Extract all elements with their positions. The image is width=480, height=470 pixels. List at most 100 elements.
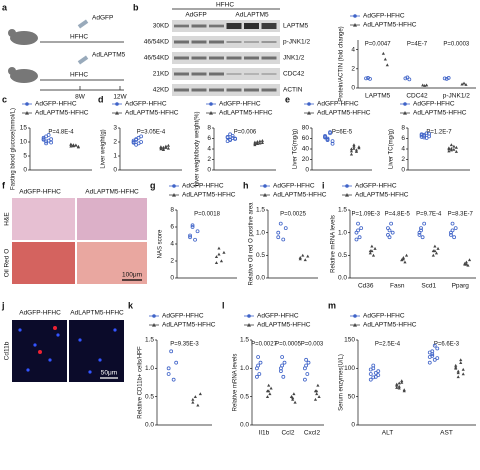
data-point [464, 83, 468, 86]
diet-label: HFHC [70, 72, 88, 79]
y-tick-label: 1.5 [240, 337, 249, 344]
data-point [459, 361, 463, 364]
data-point [328, 130, 332, 135]
data-point [306, 254, 310, 258]
data-point [292, 392, 296, 396]
x-tick-label: p-JNK1/2 [443, 93, 470, 100]
data-point [364, 76, 368, 81]
data-point [44, 141, 49, 146]
y-axis-label: Liver TG(mg/g) [293, 129, 299, 169]
data-point [464, 262, 468, 266]
data-point [407, 77, 412, 82]
blot-strip [172, 68, 280, 80]
y-tick-label: 0 [207, 167, 211, 174]
legend-marker [353, 323, 357, 327]
x-tick-label: CDC42 [406, 93, 428, 100]
data-point [401, 257, 405, 261]
p-value: P=0.0018 [194, 212, 221, 218]
blot-strip [172, 36, 280, 48]
data-point [268, 392, 272, 396]
legend-label: AdLAPTM5-HFHC [413, 110, 467, 117]
data-point [400, 380, 404, 384]
p-value: P=4.8E-4 [48, 130, 74, 136]
data-point [447, 149, 451, 153]
legend-label: AdGFP-HFHC [355, 183, 397, 190]
y-tick-label: 2 [401, 156, 405, 163]
legend-label: AdGFP-HFHC [273, 183, 315, 190]
data-point [352, 143, 356, 147]
data-point [387, 228, 392, 233]
data-point [352, 146, 356, 150]
data-point [316, 383, 320, 387]
data-point [376, 369, 381, 374]
lane-label: AdLAPTM5 [235, 12, 269, 19]
band [174, 72, 189, 76]
data-point [255, 374, 259, 379]
data-point [214, 261, 219, 264]
band [174, 24, 189, 28]
band [226, 73, 242, 75]
row-label: Cd11b [4, 341, 11, 360]
positive-cell [53, 326, 57, 330]
data-point [447, 147, 451, 151]
band [174, 88, 189, 92]
p-value: P=2.5E-4 [375, 342, 401, 348]
schematic: AdGFP AdLAPTM5 HFHC HFHC 8W 12W [8, 15, 128, 101]
y-tick-label: 0.0 [256, 275, 265, 282]
panel-letter: h [243, 180, 249, 190]
data-point [44, 139, 49, 144]
legend-marker [115, 111, 119, 115]
data-point [233, 137, 238, 141]
y-tick-label: 15 [20, 125, 28, 132]
band [244, 41, 259, 43]
y-tick-label: 2 [207, 156, 211, 163]
panel-letter: i [322, 180, 325, 190]
nucleus [113, 328, 117, 332]
data-point [166, 146, 170, 150]
y-tick-label: 4 [170, 241, 174, 248]
y-tick-label: 4 [207, 146, 211, 153]
x-tick-label: Cxcl2 [304, 430, 321, 437]
data-point [315, 389, 319, 393]
data-point [253, 140, 257, 144]
data-point [395, 386, 399, 389]
band [174, 56, 189, 60]
y-tick-label: 0.5 [240, 393, 249, 400]
y-tick-label: 1.5 [338, 207, 347, 214]
data-point [69, 142, 73, 146]
histology: AdGFP-HFHC AdLAPTM5-HFHC H&E Oil Red O 1… [4, 189, 147, 284]
y-axis-label: Relative CD11b+ cells/HPF [138, 346, 144, 419]
band [226, 56, 242, 60]
scale-label: 50μm [101, 370, 117, 377]
data-point [368, 377, 373, 382]
legend-label: AdGFP-HFHC [219, 101, 261, 108]
data-point [298, 257, 302, 261]
panel-letter: k [128, 300, 134, 310]
blot-strip [172, 52, 280, 64]
mouse [10, 69, 38, 83]
p-value: P=0.006 [234, 130, 257, 136]
data-point [166, 143, 170, 147]
time-label: 12W [113, 94, 127, 101]
data-point [174, 360, 179, 365]
column-label: AdGFP-HFHC [19, 310, 61, 317]
data-point [164, 146, 168, 149]
protein-label: p-JNK1/2 [283, 39, 310, 46]
legend-label: AdLAPTM5-HFHC [257, 322, 311, 329]
p-value: P=0.003 [301, 342, 324, 348]
data-point [166, 372, 171, 376]
data-point [450, 221, 455, 226]
data-point [69, 144, 73, 148]
size-label: 42KD [153, 87, 170, 94]
data-point [463, 261, 467, 265]
data-point [370, 244, 374, 248]
data-point [171, 377, 176, 382]
band [209, 24, 224, 28]
x-tick-label: Ccl2 [281, 430, 294, 437]
data-point [456, 375, 460, 379]
y-tick-label: 40 [302, 146, 310, 153]
x-tick-label: Il1b [259, 430, 270, 437]
data-point [193, 237, 197, 242]
band [226, 23, 242, 29]
legend-marker [263, 184, 267, 188]
